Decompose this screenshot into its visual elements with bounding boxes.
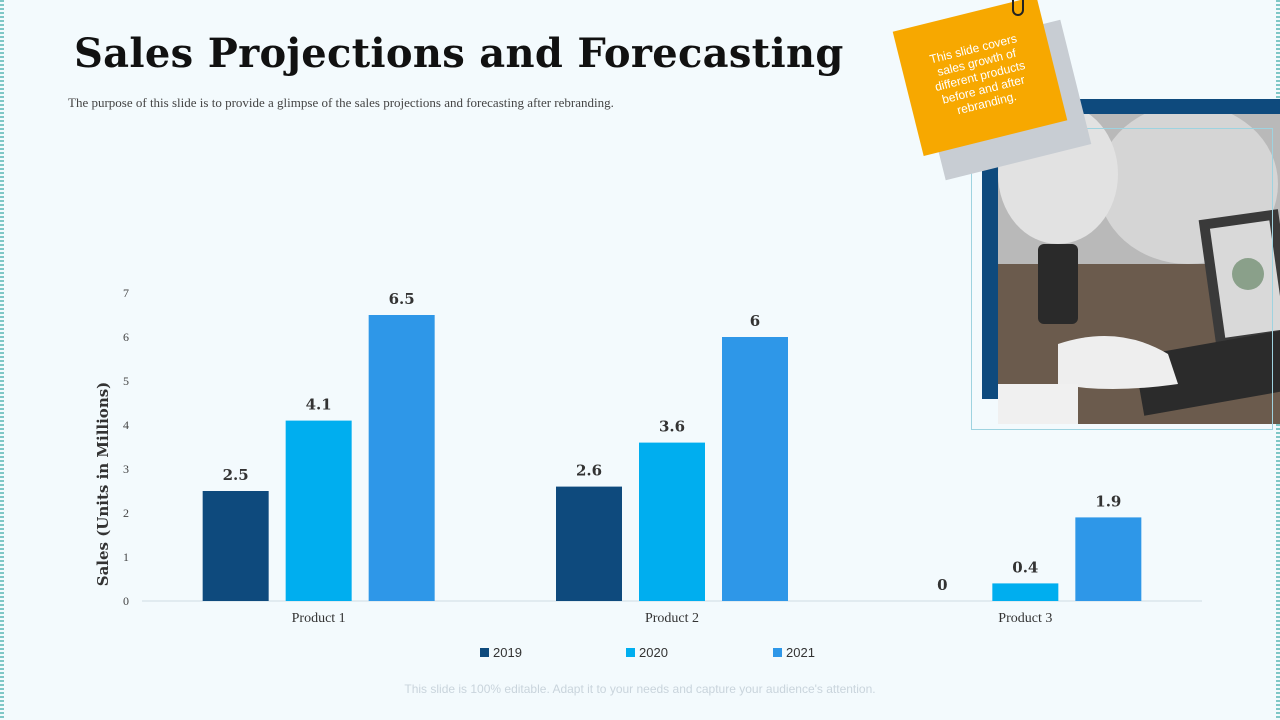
data-label: 2.5 [223,466,249,484]
data-label: 6 [750,312,760,330]
legend-swatch-2021 [773,648,782,657]
y-tick-label: 3 [123,462,129,476]
bar-product-1-2019 [202,491,269,601]
data-label: 4.1 [306,396,332,414]
x-category-label: Product 1 [292,611,346,626]
left-border-decoration [0,0,4,720]
bar-product-2-2020 [639,442,705,601]
y-axis-label: Sales (Units in Millions) [94,382,112,587]
office-meeting-photo [998,114,1280,424]
bar-product-1-2020 [285,420,352,601]
footer-note: This slide is 100% editable. Adapt it to… [404,682,876,696]
legend-swatch-2019 [480,648,489,657]
data-label: 1.9 [1095,492,1121,510]
y-tick-label: 5 [123,374,129,388]
bar-product-1-2021 [368,315,435,601]
slide-title: Sales Projections and Forecasting [74,30,844,77]
legend-label-2020: 2020 [639,645,668,660]
data-label: 0 [937,576,947,594]
bar-product-3-2020 [992,583,1059,601]
slide-subtitle: The purpose of this slide is to provide … [68,95,614,110]
x-category-label: Product 2 [645,611,699,626]
paper-clip-icon [1012,0,1024,16]
y-tick-label: 7 [123,286,129,300]
photo-outline [971,128,1273,430]
legend-label-2021: 2021 [786,645,815,660]
legend-swatch-2020 [626,648,635,657]
data-label: 0.4 [1012,558,1038,576]
data-label: 2.6 [576,462,602,480]
legend-label-2019: 2019 [493,645,522,660]
bar-product-2-2021 [722,337,788,601]
bar-product-3-2021 [1075,517,1142,601]
y-tick-label: 4 [123,418,129,432]
bar-product-2-2019 [556,486,622,601]
data-label: 6.5 [389,290,415,308]
y-tick-label: 2 [123,506,129,520]
y-tick-label: 0 [123,594,129,608]
y-tick-label: 6 [123,330,129,344]
data-label: 3.6 [659,418,685,436]
y-tick-label: 1 [123,550,129,564]
x-category-label: Product 3 [998,611,1052,626]
